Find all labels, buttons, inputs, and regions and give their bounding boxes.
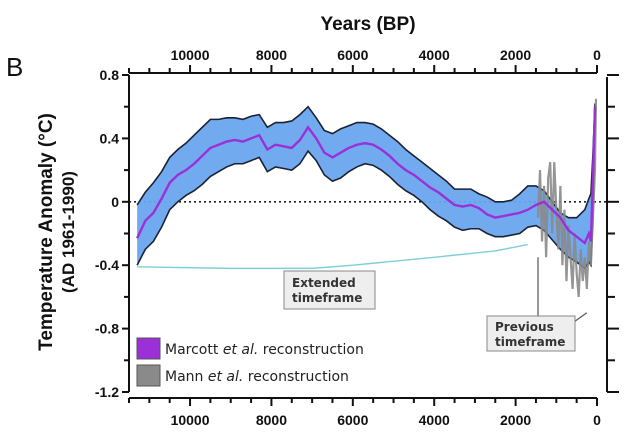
x-axis-title: Years (BP) [320,14,415,35]
marcott-uncertainty-band [137,103,595,269]
x-tick-label-top: 4000 [419,47,450,63]
y-tick-label: 0.8 [100,67,120,83]
y-axis-title-line2: (AD 1961-1990) [59,171,78,293]
legend-label-marcott: Marcott et al. reconstruction [165,342,364,358]
mann-series-line [536,98,598,297]
annotation-extended-timeframe: Extended timeframe [283,270,376,310]
y-tick-label: -0.4 [95,257,119,273]
panel-label: B [6,52,23,82]
x-tick-label-top: 10000 [171,47,210,63]
x-tick-label-top: 8000 [256,47,287,63]
x-tick-label-bottom: 10000 [171,412,210,428]
marcott-band-lower-edge [136,114,596,270]
legend-swatch-marcott [136,337,161,360]
annotation-previous-line2: timeframe [495,335,565,349]
annotation-extended-line2: timeframe [292,291,362,305]
x-tick-label-top: 2000 [500,47,531,63]
annotation-box-extended [283,270,376,310]
x-tick-label-top: 6000 [337,47,368,63]
legend-label-mann: Mann et al. reconstruction [165,369,349,385]
axes: 0.8 0.4 0 -0.4 -0.8 -1.2 10000 10000 8000 8000 600… [95,47,619,428]
x-tick-label-bottom: 2000 [500,412,531,428]
y-tick-label: 0.4 [100,130,120,146]
annotation-previous-timeframe: Previous timeframe [486,315,576,352]
x-tick-label-bottom: 0 [593,412,601,428]
legend: Marcott et al. reconstruction Mann et al… [136,337,364,387]
legend-swatch-mann [136,364,161,387]
x-tick-label-bottom: 6000 [337,412,368,428]
marcott-band-upper-edge [136,103,596,219]
y-tick-label: -0.8 [95,321,119,337]
x-tick-label-bottom: 4000 [419,412,450,428]
plot-area [129,98,607,349]
y-tick-label: -1.2 [95,384,119,400]
x-tick-label-top: 0 [593,47,601,63]
annotation-previous-line1: Previous [495,320,554,334]
x-tick-label-bottom: 8000 [256,412,287,428]
annotation-extended-line1: Extended [292,276,356,290]
y-tick-label: 0 [111,194,119,210]
annotation-box-previous [486,315,576,352]
extended-timeframe-line [137,243,528,270]
y-axis-title-line1: Temperature Anomaly (°C) [36,113,57,351]
marcott-mean-line [136,106,597,245]
y-axis-title: Temperature Anomaly (°C) (AD 1961-1990) [36,113,78,351]
